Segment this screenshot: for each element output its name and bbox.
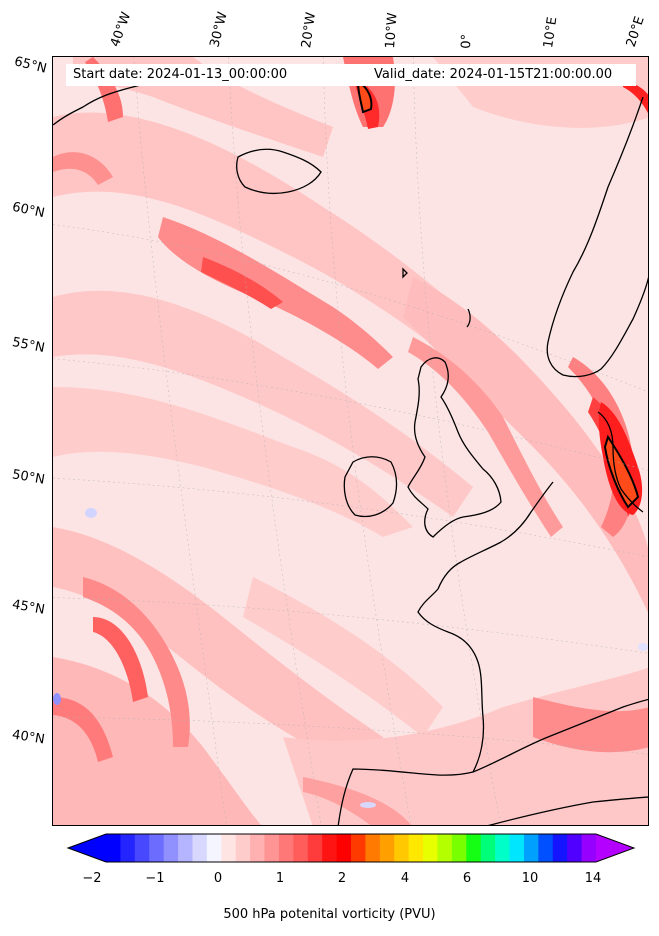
colorbar-segment xyxy=(480,834,496,862)
colorbar-segment xyxy=(336,834,352,862)
pv-field-map xyxy=(53,57,648,825)
cbar-tick-neg1: −1 xyxy=(145,871,165,886)
colorbar-extend-low xyxy=(68,834,106,862)
colorbar-segment xyxy=(523,834,539,862)
lat-label-55n: 55°N xyxy=(10,335,46,356)
colorbar xyxy=(66,833,636,863)
cbar-tick-neg2: −2 xyxy=(82,871,102,886)
lon-label-10e: 10°E xyxy=(541,15,561,49)
colorbar-segment xyxy=(278,834,294,862)
start-date-label: Start date: 2024-01-13_00:00:00 xyxy=(66,64,366,86)
pv-bands-medium xyxy=(53,57,648,825)
colorbar-segment xyxy=(134,834,150,862)
lon-label-10w: 10°W xyxy=(383,12,401,49)
lon-label-40w: 40°W xyxy=(107,10,135,49)
map-panel xyxy=(52,56,649,826)
colorbar-segment xyxy=(394,834,410,862)
cbar-tick-0: 0 xyxy=(213,871,223,886)
colorbar-segment xyxy=(163,834,179,862)
lon-label-30w: 30°W xyxy=(207,10,231,49)
colorbar-segment xyxy=(120,834,136,862)
lat-label-60n: 60°N xyxy=(10,199,46,222)
colorbar-segment xyxy=(423,834,438,862)
lat-label-40n: 40°N xyxy=(11,727,46,748)
colorbar-extend-high xyxy=(596,834,634,862)
colorbar-segment xyxy=(379,834,395,862)
colorbar-segment xyxy=(221,834,237,862)
lat-label-65n: 65°N xyxy=(12,54,49,77)
colorbar-segment xyxy=(567,834,583,862)
colorbar-label: 500 hPa potenital vorticity (PVU) xyxy=(223,907,436,922)
colorbar-segment xyxy=(538,834,554,862)
lon-label-20e: 20°E xyxy=(623,14,648,50)
lat-label-45n: 45°N xyxy=(10,597,46,618)
coastlines xyxy=(53,76,648,825)
colorbar-segment xyxy=(250,834,266,862)
colorbar-segment xyxy=(192,834,208,862)
lat-label-50n: 50°N xyxy=(10,467,46,488)
colorbar-segment xyxy=(466,834,482,862)
colorbar-segment xyxy=(552,834,568,862)
colorbar-segment xyxy=(437,834,453,862)
colorbar-segment xyxy=(581,834,597,862)
lon-label-20w: 20°W xyxy=(299,11,319,49)
lon-label-0: 0° xyxy=(459,33,475,49)
cbar-tick-6: 6 xyxy=(462,871,472,886)
cbar-tick-4: 4 xyxy=(400,871,410,886)
colorbar-segment xyxy=(451,834,467,862)
colorbar-segment xyxy=(408,834,424,862)
colorbar-segment xyxy=(264,834,280,862)
cbar-tick-1: 1 xyxy=(275,871,285,886)
cbar-tick-10: 10 xyxy=(521,871,539,886)
colorbar-segment xyxy=(307,834,323,862)
colorbar-segment xyxy=(149,834,165,862)
cbar-tick-2: 2 xyxy=(337,871,347,886)
colorbar-segment xyxy=(293,834,309,862)
colorbar-segment xyxy=(509,834,525,862)
colorbar-segment xyxy=(322,834,338,862)
valid-date-label: Valid_date: 2024-01-15T21:00:00.00 xyxy=(366,64,636,86)
colorbar-segment xyxy=(365,834,381,862)
colorbar-segment xyxy=(206,834,222,862)
pv-negative xyxy=(53,508,648,808)
colorbar-segment xyxy=(235,834,251,862)
colorbar-segment xyxy=(178,834,193,862)
cbar-tick-14: 14 xyxy=(584,871,602,886)
colorbar-segment xyxy=(106,834,121,862)
colorbar-outline xyxy=(66,833,636,863)
colorbar-segment xyxy=(495,834,511,862)
colorbar-segment xyxy=(351,834,366,862)
graticule xyxy=(53,57,648,825)
